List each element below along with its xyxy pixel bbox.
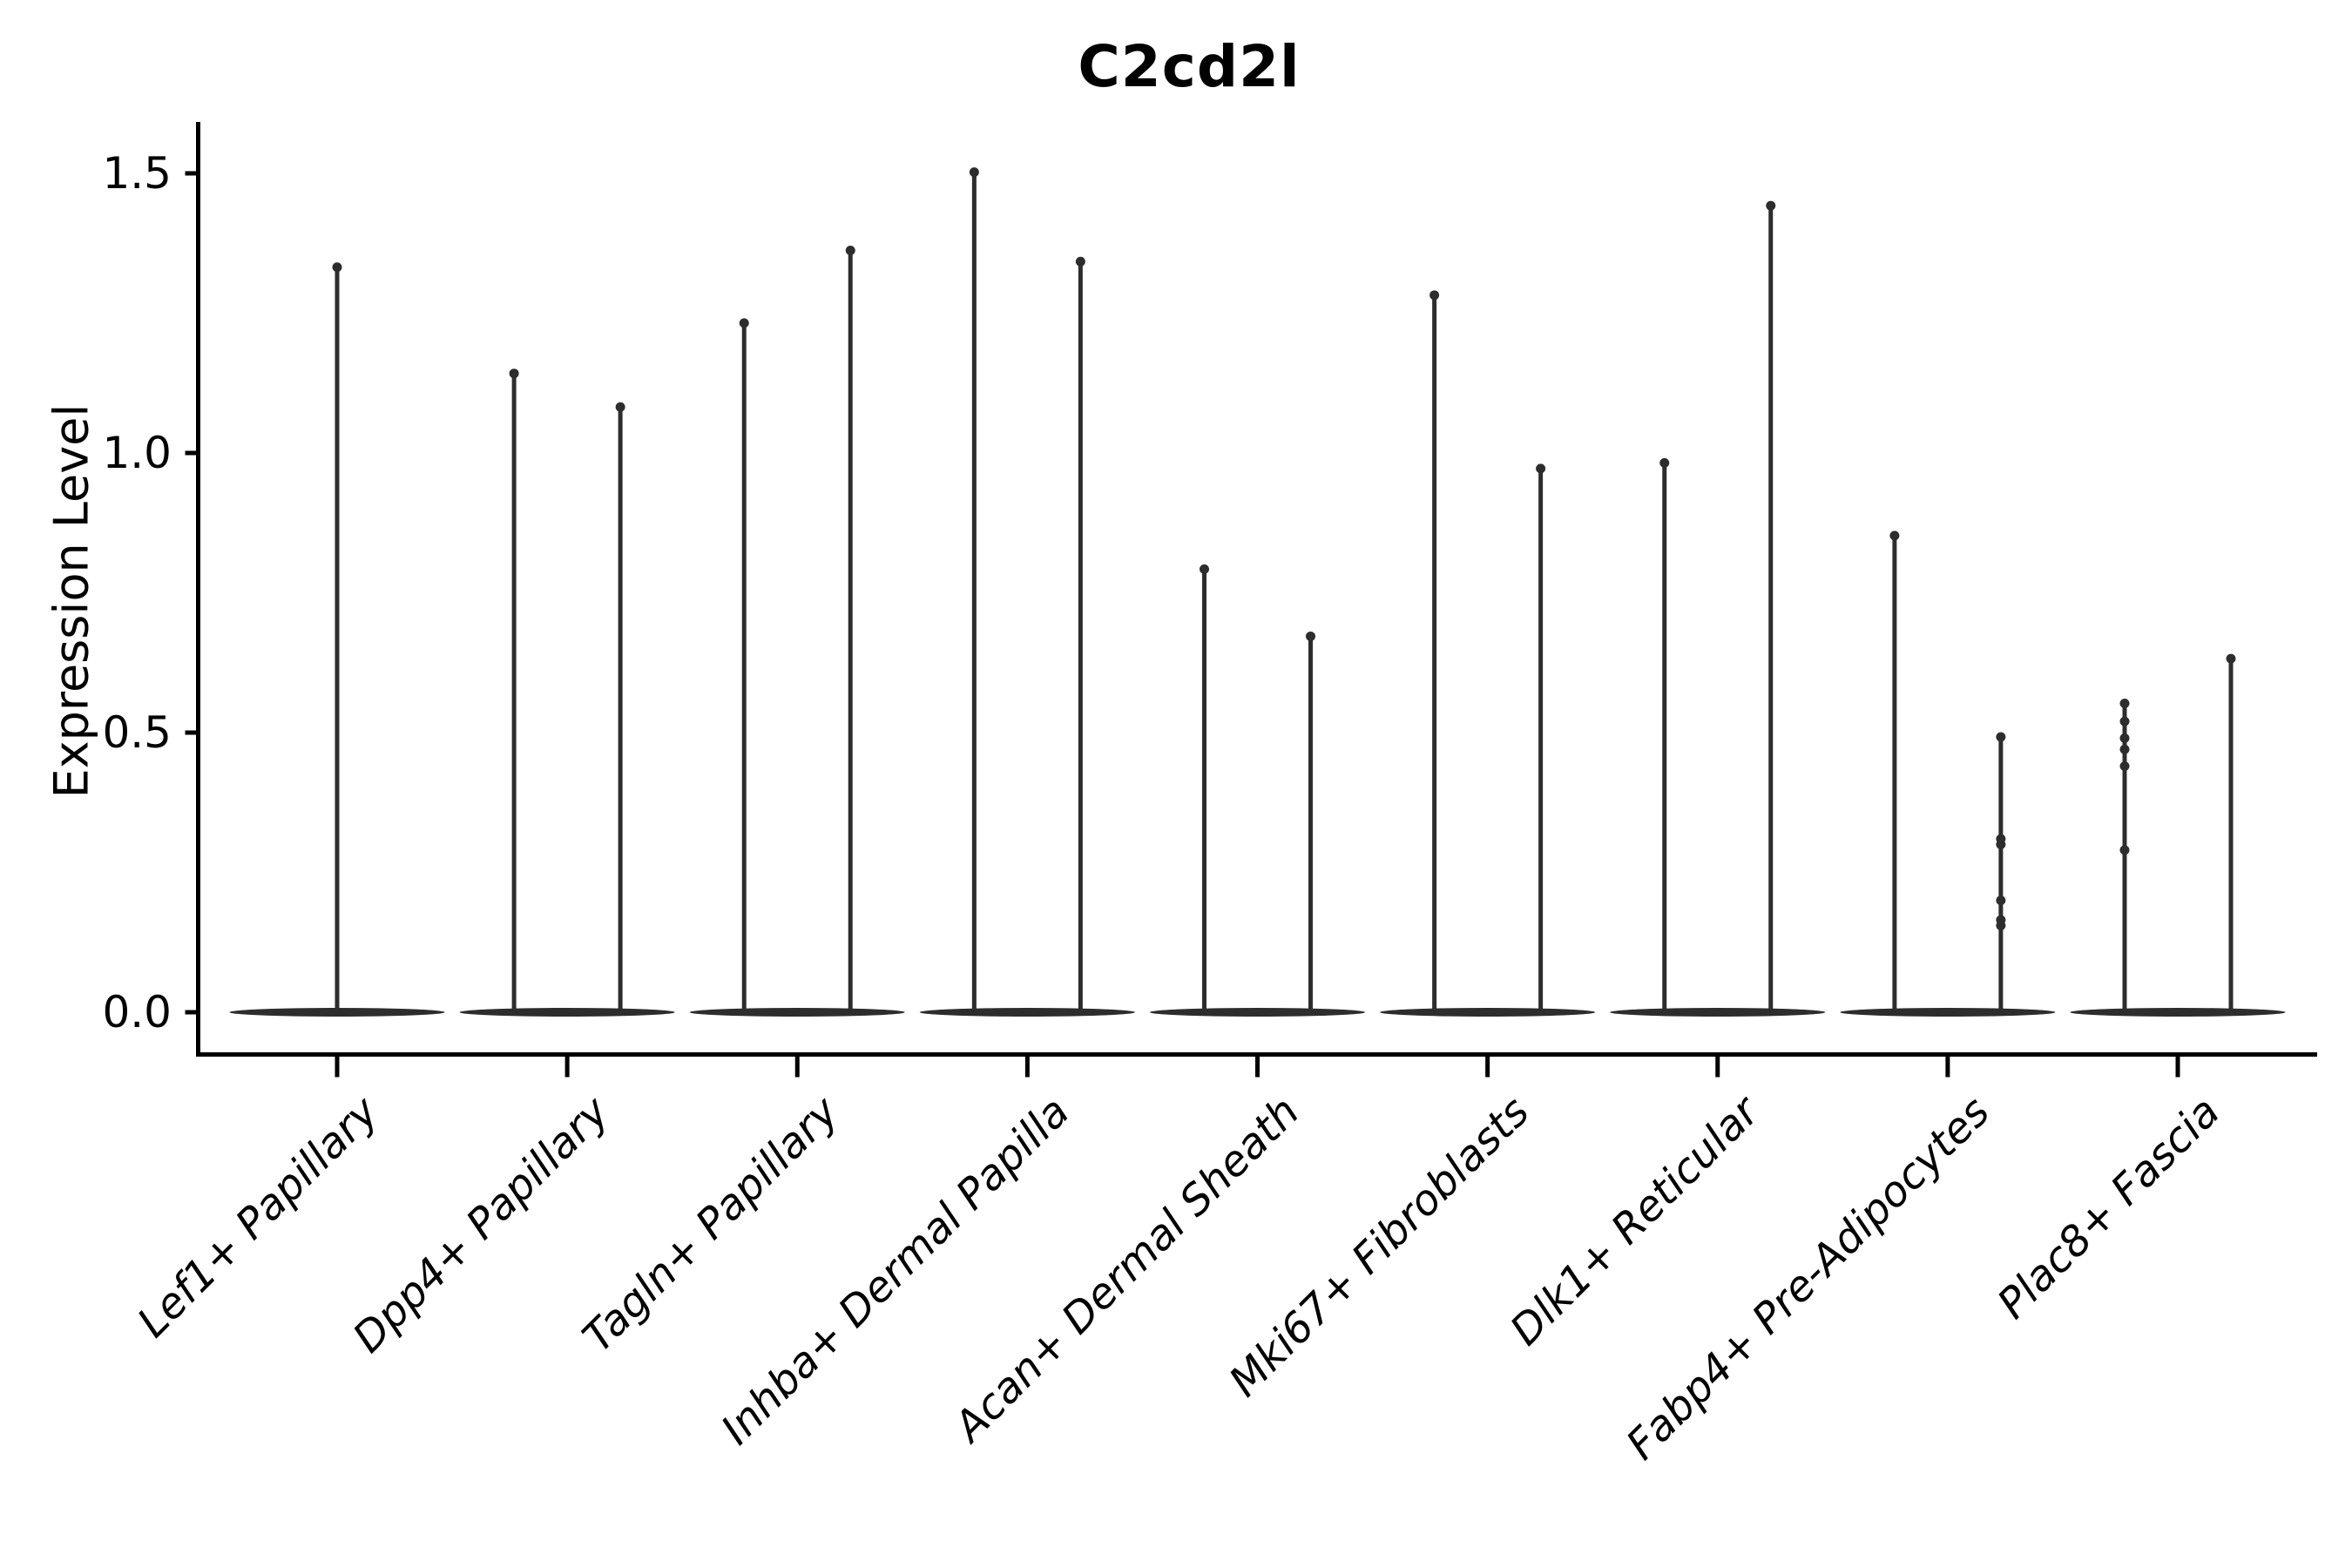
jitter-dot (1996, 896, 2006, 906)
violin-spike-tip (332, 262, 342, 273)
violin-spike-tip (1889, 531, 1900, 541)
violin-body (919, 1008, 1135, 1017)
violin-body (459, 1008, 675, 1017)
jitter-dot (2119, 733, 2130, 743)
jitter-dot (2119, 761, 2130, 772)
violin-spike-tip (1766, 200, 1776, 211)
violin-spike-tip (1075, 256, 1085, 267)
violin-spike-tip (739, 318, 749, 328)
violin-spike-tip (845, 245, 855, 255)
y-tick-label: 0.0 (102, 987, 172, 1037)
violin-body (2070, 1008, 2286, 1017)
violin-body (689, 1008, 905, 1017)
violin-spike-tip (969, 167, 979, 178)
violin-spike-tip (1659, 457, 1670, 468)
violin-spike-tip (509, 368, 519, 379)
violin-body (1380, 1008, 1596, 1017)
jitter-dot (2119, 845, 2130, 855)
jitter-dot (1996, 839, 2006, 849)
violin-spike-tip (2226, 653, 2236, 664)
violin-spike-tip (1429, 290, 1440, 301)
violin-spike-tip (1306, 631, 1315, 641)
violin-body (1840, 1008, 2056, 1017)
violin-spike-tip (1996, 732, 2006, 742)
violin-body (1610, 1008, 1826, 1017)
violin-spike-tip (2119, 698, 2130, 708)
y-tick-label: 1.0 (102, 428, 172, 478)
jitter-dot (2119, 716, 2130, 727)
violin-spike-tip (615, 402, 625, 412)
violin-body (1150, 1008, 1365, 1017)
y-tick-label: 1.5 (102, 148, 172, 199)
chart-title: C2cd2l (1078, 33, 1301, 100)
violin-spike-tip (1536, 463, 1546, 474)
jitter-dot (2119, 744, 2130, 754)
jitter-dot (1996, 920, 2006, 930)
violin-spike-tip (1200, 564, 1209, 574)
y-tick-label: 0.5 (102, 707, 172, 758)
